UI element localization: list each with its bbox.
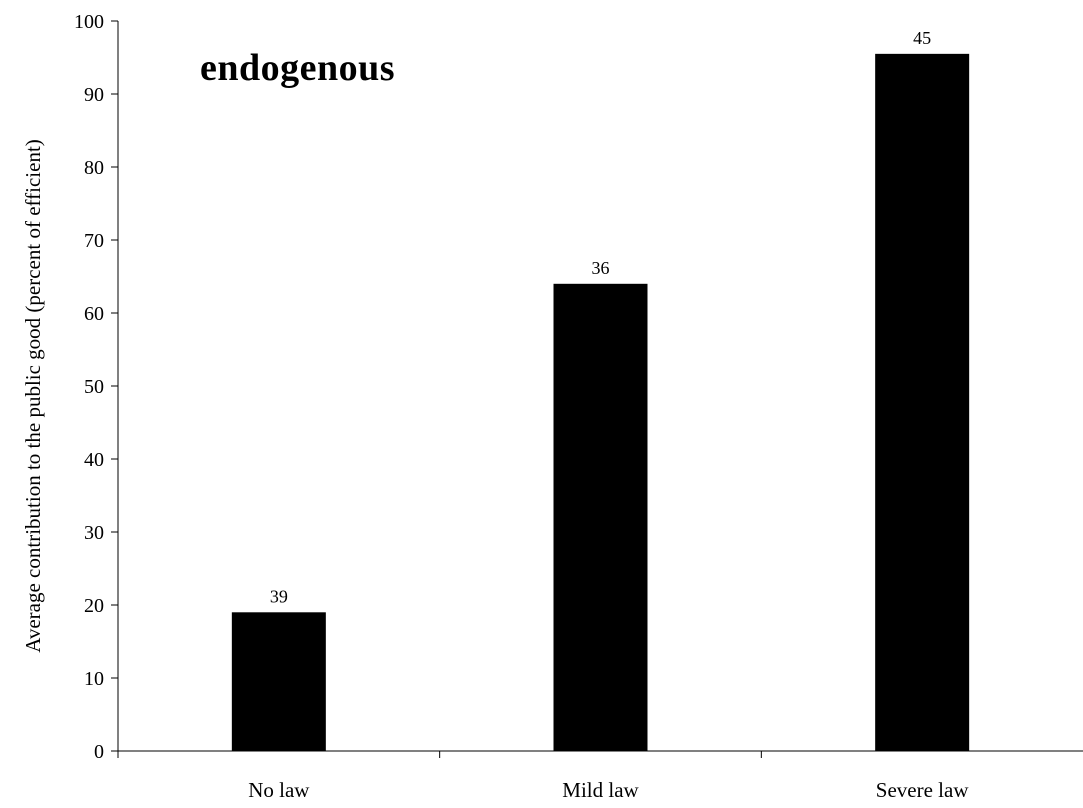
bar-severe-law — [875, 53, 970, 752]
y-tick-label: 0 — [94, 741, 104, 763]
bar-data-label: 39 — [270, 586, 288, 606]
category-label: Mild law — [562, 778, 639, 802]
bar-no-law — [231, 612, 326, 751]
y-tick-label: 30 — [84, 522, 104, 544]
y-tick-label: 40 — [84, 449, 104, 471]
y-tick-label: 80 — [84, 157, 104, 179]
y-tick-label: 60 — [84, 303, 104, 325]
bar-mild-law — [553, 283, 648, 751]
category-label: No law — [248, 778, 310, 802]
category-labels: No law Mild law Severe law — [248, 778, 969, 802]
data-labels: 39 36 45 — [270, 28, 931, 606]
y-axis-title: Average contribution to the public good … — [21, 139, 45, 653]
y-tick-label: 100 — [74, 11, 104, 33]
y-tick-label: 20 — [84, 595, 104, 617]
y-tick-label: 90 — [84, 84, 104, 106]
chart-title: endogenous — [200, 47, 395, 89]
y-tick-label: 50 — [84, 376, 104, 398]
bar-data-label: 36 — [592, 258, 610, 278]
category-label: Severe law — [876, 778, 970, 802]
bars — [231, 53, 970, 752]
y-tick-label: 70 — [84, 230, 104, 252]
y-tick-label: 10 — [84, 668, 104, 690]
bar-data-label: 45 — [913, 28, 931, 48]
y-axis-ticks: 0 10 20 30 40 50 60 70 80 90 100 — [74, 11, 118, 763]
x-axis-ticks — [117, 751, 762, 758]
